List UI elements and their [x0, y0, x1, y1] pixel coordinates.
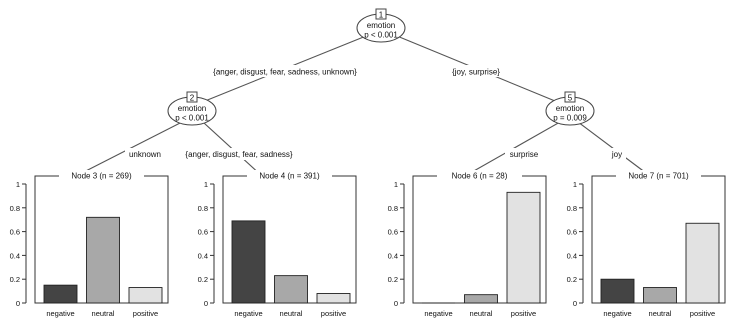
bar-positive [316, 293, 351, 304]
y-tick-label: 0.8 [198, 204, 208, 213]
panel-title: Node 7 (n = 701) [628, 172, 689, 181]
node-variable: emotion [367, 21, 395, 30]
edge-label: unknown [129, 150, 161, 159]
node-id: 2 [190, 93, 195, 102]
edge-label: {anger, disgust, fear, sadness} [185, 150, 293, 159]
terminal-node-panel: Node 6 (n = 28) 0 0.2 0.4 0.6 0.8 1 negative neu… [388, 170, 547, 318]
node-id: 5 [568, 93, 573, 102]
y-tick-label: 0 [573, 299, 577, 308]
node-pvalue: p < 0.001 [175, 114, 209, 123]
x-category-label: neutral [649, 309, 672, 318]
y-tick-label: 1 [394, 180, 398, 189]
y-tick-label: 0.6 [10, 228, 20, 237]
x-category-label: negative [46, 309, 74, 318]
panel-title-bg [247, 170, 332, 181]
y-tick-label: 1 [573, 180, 577, 189]
bar-positive [685, 222, 720, 304]
y-tick-label: 0.6 [198, 228, 208, 237]
edge-labels: {anger, disgust, fear, sadness, unknown}… [125, 65, 626, 160]
terminal-node-panels: Node 3 (n = 269) 0 0.2 0.4 0.6 0.8 1 negative ne… [10, 170, 726, 318]
bar-neutral [643, 287, 677, 304]
y-tick-label: 0.4 [10, 251, 20, 260]
node-id-box [375, 8, 387, 20]
x-category-label: positive [321, 309, 346, 318]
bar-neutral [464, 294, 498, 304]
edge-label: {anger, disgust, fear, sadness, unknown} [213, 68, 357, 77]
y-tick-label: 0.8 [10, 204, 20, 213]
y-tick-label: 0.6 [567, 228, 577, 237]
panel-title: Node 6 (n = 28) [452, 172, 508, 181]
x-category-label: negative [424, 309, 452, 318]
inner-node-2: 2 emotion p < 0.001 [167, 91, 217, 126]
edge-label-bg [608, 148, 626, 160]
y-tick-label: 0.2 [10, 275, 20, 284]
x-category-label: positive [511, 309, 536, 318]
y-tick-label: 0.6 [388, 228, 398, 237]
y-tick-label: 1 [204, 180, 208, 189]
x-category-label: positive [690, 309, 715, 318]
edge-label-bg [505, 148, 543, 160]
inner-node-5: 5 emotion p = 0.009 [545, 91, 595, 126]
x-category-label: negative [603, 309, 631, 318]
node-pvalue: p = 0.009 [553, 114, 587, 123]
terminal-node-panel: Node 7 (n = 701) 0 0.2 0.4 0.6 0.8 1 negative ne… [567, 170, 726, 318]
x-category-label: negative [234, 309, 262, 318]
panel-title-bg [616, 170, 701, 181]
panel-title-bg [59, 170, 144, 181]
x-category-label: neutral [470, 309, 493, 318]
edge-label-bg [205, 65, 365, 77]
bar-negative [231, 220, 266, 304]
edge-label-bg [125, 148, 165, 160]
edge-label: joy [611, 150, 622, 159]
bar-neutral [274, 275, 308, 304]
y-tick-label: 0.4 [198, 251, 208, 260]
y-tick-label: 0.2 [388, 275, 398, 284]
bar-neutral [86, 216, 120, 304]
node-id-box [564, 91, 576, 103]
terminal-node-panel: Node 4 (n = 391) 0 0.2 0.4 0.6 0.8 1 negative ne… [198, 170, 357, 318]
panel-title: Node 3 (n = 269) [71, 172, 132, 181]
edge-label: surprise [510, 150, 539, 159]
node-variable: emotion [178, 104, 206, 113]
y-tick-label: 0.8 [388, 204, 398, 213]
y-tick-label: 0.8 [567, 204, 577, 213]
y-tick-label: 0.2 [567, 275, 577, 284]
x-category-label: neutral [280, 309, 303, 318]
bar-positive [506, 191, 541, 304]
y-tick-label: 0.4 [567, 251, 577, 260]
inner-node-1: 1 emotion p < 0.001 [356, 8, 406, 43]
y-tick-label: 1 [16, 180, 20, 189]
node-id: 1 [379, 10, 384, 19]
node-variable: emotion [556, 104, 584, 113]
y-tick-label: 0 [204, 299, 208, 308]
node-pvalue: p < 0.001 [364, 31, 398, 40]
x-category-label: positive [133, 309, 158, 318]
panel-title: Node 4 (n = 391) [259, 172, 320, 181]
bar-positive [128, 287, 163, 304]
node-id-box [186, 91, 198, 103]
bar-negative [43, 284, 78, 304]
panel-title-bg [437, 170, 522, 181]
y-tick-label: 0 [16, 299, 20, 308]
bar-negative [600, 278, 635, 304]
terminal-node-panel: Node 3 (n = 269) 0 0.2 0.4 0.6 0.8 1 negative ne… [10, 170, 169, 318]
edge-label: {joy, surprise} [452, 68, 500, 77]
y-tick-label: 0 [394, 299, 398, 308]
y-tick-label: 0.4 [388, 251, 398, 260]
edge-label-bg [176, 148, 302, 160]
edge-label-bg [447, 65, 507, 77]
y-tick-label: 0.2 [198, 275, 208, 284]
x-category-label: neutral [92, 309, 115, 318]
